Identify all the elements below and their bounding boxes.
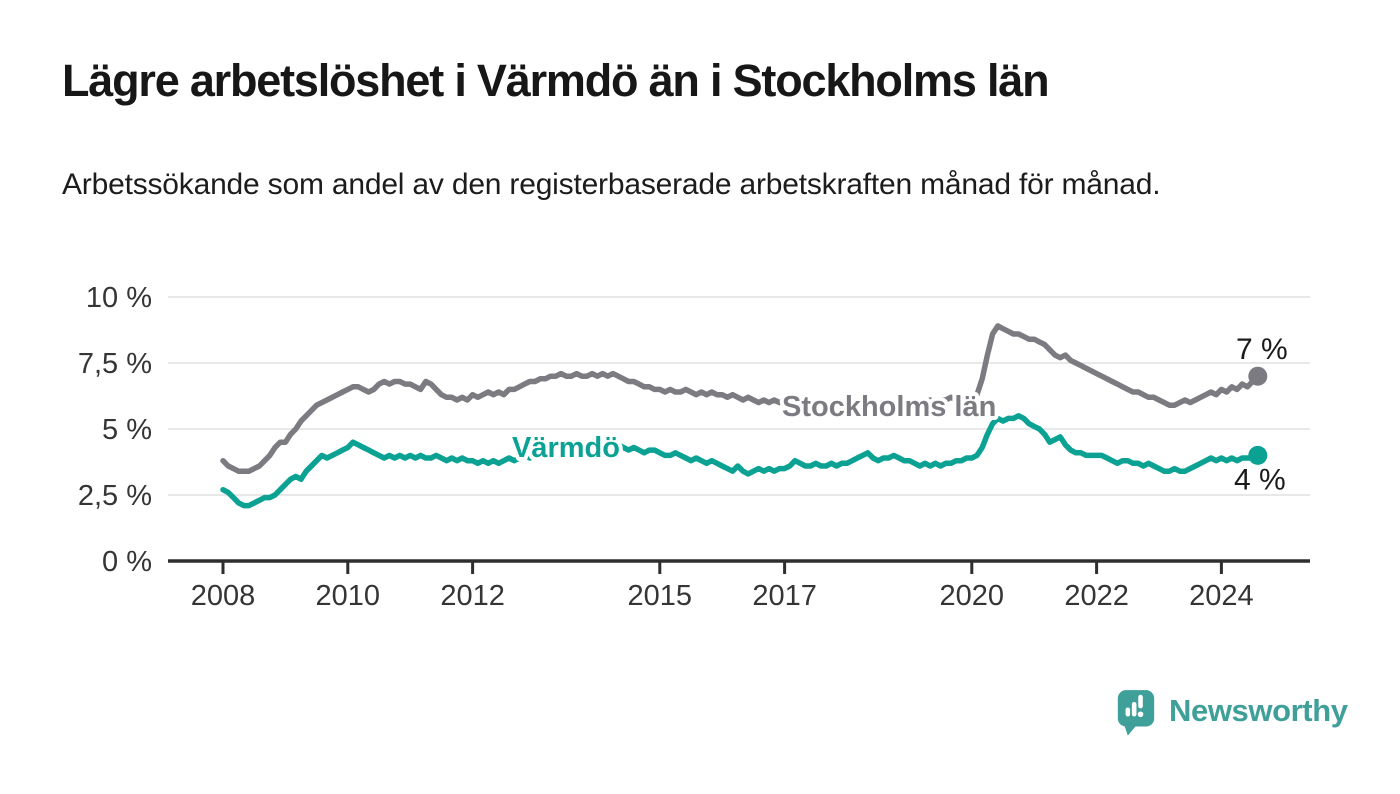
x-tick-label: 2012 <box>440 580 505 612</box>
y-tick-label: 2,5 % <box>78 480 152 512</box>
end-value-label-v-rmd-: 4 % <box>1234 463 1286 496</box>
x-tick-label: 2017 <box>752 580 817 612</box>
x-tick-label: 2022 <box>1064 580 1129 612</box>
y-tick-label: 7,5 % <box>78 348 152 380</box>
y-tick-label: 10 % <box>86 282 152 314</box>
series-name-label-v-rmd-: Värmdö <box>512 432 620 464</box>
page-title: Lägre arbetslöshet i Värmdö än i Stockho… <box>62 55 1050 106</box>
newsworthy-logo-icon <box>1117 690 1155 736</box>
unemployment-line-chart: 0 % 2,5 % 5 % 7,5 % 10 % 2008 2010 2012 2015 2017… <box>78 282 1310 612</box>
series-end-dot-v-rmd- <box>1248 445 1268 465</box>
y-tick-label: 0 % <box>102 546 152 578</box>
x-tick-label: 2010 <box>316 580 381 612</box>
series-end-dot-stockholms-l-n <box>1248 366 1268 386</box>
x-tick-label: 2015 <box>628 580 693 612</box>
series-line-stockholms-l-n <box>220 323 1261 474</box>
page-subtitle: Arbetssökande som andel av den registerb… <box>62 168 1161 201</box>
series-line-v-rmd- <box>220 413 1261 509</box>
series-name-label-stockholms-l-n: Stockholms län <box>782 391 996 423</box>
y-tick-label: 5 % <box>102 414 152 446</box>
end-value-label-stockholms-l-n: 7 % <box>1236 333 1288 366</box>
x-tick-label: 2020 <box>940 580 1005 612</box>
newsworthy-logo-text: Newsworthy <box>1169 693 1348 728</box>
newsworthy-logo: Newsworthy <box>1116 688 1348 736</box>
x-tick-label: 2024 <box>1189 580 1254 612</box>
x-tick-label: 2008 <box>191 580 256 612</box>
